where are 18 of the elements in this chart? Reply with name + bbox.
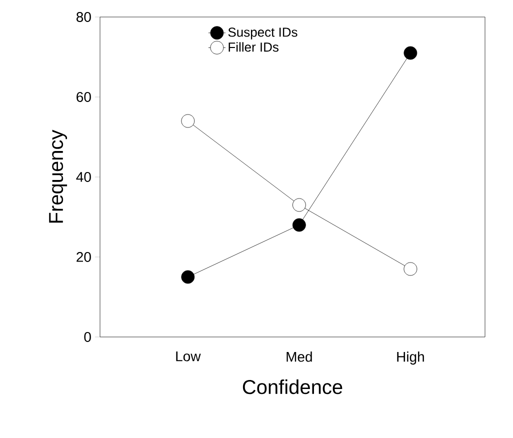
point: [292, 218, 306, 232]
y-tick-label: 80: [76, 12, 91, 22]
y-tick-label: 60: [76, 92, 91, 102]
x-tick-label: Low: [176, 352, 201, 362]
x-tick-label: Med: [286, 352, 312, 362]
y-axis-title: Frequency: [49, 130, 68, 223]
x-tick-label: High: [397, 352, 424, 365]
point: [181, 114, 195, 128]
legend-label: Suspect IDs: [228, 28, 298, 40]
point: [404, 262, 418, 276]
point: [292, 198, 306, 212]
x-axis-title: Confidence: [242, 379, 342, 394]
y-tick-label: 0: [84, 332, 91, 342]
point: [404, 46, 418, 60]
y-tick-label: 20: [76, 252, 91, 262]
point: [181, 270, 195, 284]
legend-label: Filler IDs: [228, 42, 278, 52]
y-tick-label: 40: [76, 172, 91, 182]
